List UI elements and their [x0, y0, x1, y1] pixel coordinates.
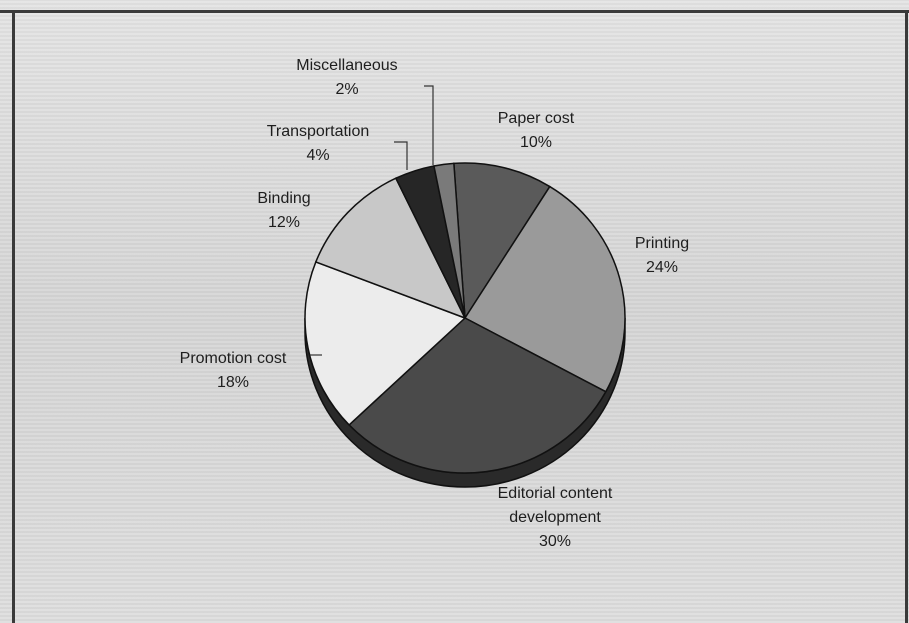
pie-slice-4: [314, 177, 467, 320]
slice-percent-text: 30%: [539, 533, 571, 550]
pie-slice-6: [433, 162, 466, 319]
frame-border-top: [0, 10, 909, 13]
slice-label-text: Editorial content: [498, 485, 613, 502]
pie-slice-2: [348, 317, 607, 474]
slice-percent-text: 18%: [217, 374, 249, 391]
slice-labels: Paper cost 10% Printing 24% Editorial conten…: [180, 57, 689, 550]
slice-label-text: development: [509, 509, 601, 526]
slice-percent-text: 24%: [646, 259, 678, 276]
slice-label-text: Miscellaneous: [296, 57, 397, 74]
slice-label-0: Paper cost 10%: [498, 110, 575, 151]
pie-slice-1: [463, 185, 626, 393]
pie-slice-3: [304, 260, 467, 426]
slice-label-4: Binding 12%: [257, 190, 310, 231]
leader-lines: [310, 85, 434, 356]
slice-label-text: Promotion cost: [180, 350, 287, 367]
slice-percent-text: 10%: [520, 134, 552, 151]
slice-percent-text: 4%: [306, 147, 329, 164]
slice-percent-text: 2%: [335, 81, 358, 98]
slice-label-1: Printing 24%: [635, 235, 689, 276]
leader-line-6: [424, 85, 434, 165]
leader-line-5: [394, 141, 408, 170]
pie-slice-0: [453, 162, 551, 321]
slice-percent-text: 12%: [268, 214, 300, 231]
slice-label-text: Paper cost: [498, 110, 575, 127]
slice-label-6: Miscellaneous 2%: [296, 57, 397, 98]
slice-label-text: Printing: [635, 235, 689, 252]
slice-label-text: Transportation: [267, 123, 370, 140]
slice-label-3: Promotion cost 18%: [180, 350, 287, 391]
slice-label-2: Editorial content development 30%: [498, 485, 613, 550]
slice-label-5: Transportation 4%: [267, 123, 370, 164]
pie-slices: [304, 162, 626, 474]
slice-label-text: Binding: [257, 190, 310, 207]
frame-border-left: [12, 10, 15, 623]
frame-border-right: [905, 10, 908, 623]
